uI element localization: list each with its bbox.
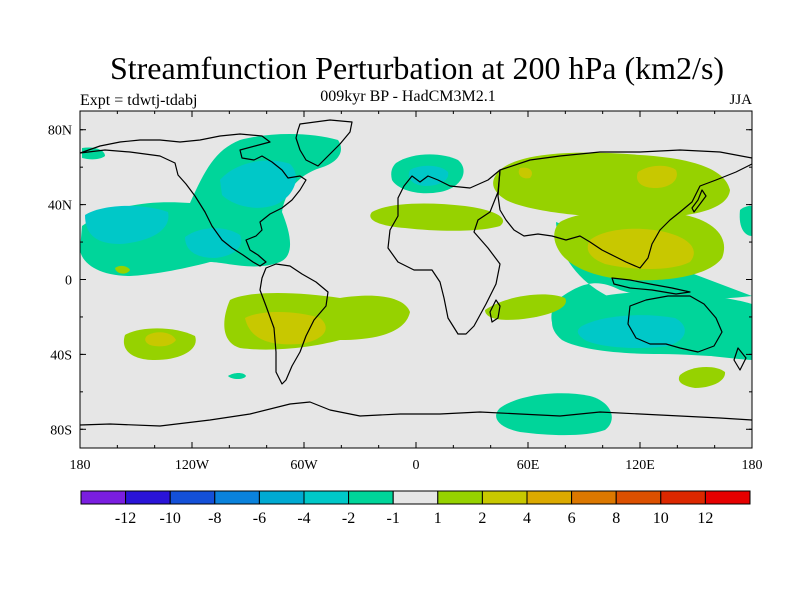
colorbar-swatch <box>481 490 528 505</box>
colorbar-swatch <box>704 490 751 505</box>
colorbar-label: 1 <box>434 510 442 527</box>
japan-coastline <box>691 189 707 213</box>
colorbar-label: 12 <box>697 510 713 527</box>
contour-region <box>185 228 242 258</box>
colorbar-label: -12 <box>115 510 136 527</box>
y-tick-label: 80N <box>48 124 72 139</box>
y-tick-label: 40S <box>50 348 72 363</box>
contour-region <box>485 294 566 320</box>
contour-region <box>496 393 612 436</box>
contour-region <box>739 205 752 236</box>
contour-region <box>636 165 677 188</box>
contour-region <box>228 373 246 379</box>
colorbar-swatch <box>125 490 171 505</box>
colorbar-swatch <box>303 490 350 505</box>
colorbar-swatch <box>526 490 573 505</box>
map-title: Streamfunction Perturbation at 200 hPa (… <box>109 50 725 86</box>
x-tick-label: 120E <box>625 458 655 473</box>
colorbar-swatch <box>348 490 394 505</box>
map-panel <box>79 110 753 449</box>
colorbar-label: 2 <box>478 510 486 527</box>
x-tick-label: 120W <box>175 458 210 473</box>
season-label: JJA <box>729 92 752 108</box>
colorbar-label: 8 <box>612 510 620 527</box>
contour-region <box>370 203 504 231</box>
antarctica-coastline <box>80 401 752 427</box>
x-tick-label: 180 <box>742 458 763 473</box>
contour-region <box>115 265 130 274</box>
contour-region <box>587 228 694 269</box>
australia-coastline <box>627 295 723 353</box>
y-tick-label: 40N <box>48 199 72 214</box>
coastlines <box>80 119 752 427</box>
x-tick-label: 180 <box>70 458 91 473</box>
colorbar-label: -4 <box>297 510 310 527</box>
contour-region <box>577 315 685 348</box>
new-zealand-coastline <box>733 347 747 371</box>
experiment-label: Expt = tdwtj-tdabj <box>80 92 198 109</box>
contour-region <box>220 160 296 208</box>
colorbar: -12 -10 -8 -6 -4 -2 -1 1 2 4 6 8 10 12 <box>80 490 751 527</box>
colorbar-label: -8 <box>208 510 221 527</box>
colorbar-swatch <box>214 490 260 505</box>
colorbar-label: -6 <box>253 510 266 527</box>
colorbar-label: -1 <box>387 510 400 527</box>
x-tick-label: 0 <box>413 458 420 473</box>
x-axis: 180 120W 60W 0 60E 120E 180 <box>70 111 763 473</box>
x-tick-label: 60E <box>517 458 540 473</box>
colorbar-label: -2 <box>342 510 355 527</box>
colorbar-swatch <box>80 490 127 505</box>
europe-africa-coastline <box>387 169 501 335</box>
colorbar-label: -10 <box>160 510 181 527</box>
contour-region <box>145 332 176 347</box>
contour-region <box>518 167 532 179</box>
contour-region <box>85 205 169 244</box>
colorbar-swatch <box>258 490 305 505</box>
south-america-coastline <box>259 263 329 385</box>
y-axis: 80N 40N 0 40S 80S <box>48 124 752 438</box>
x-tick-label: 60W <box>290 458 318 473</box>
colorbar-label: 4 <box>523 510 531 527</box>
colorbar-swatch <box>169 490 216 505</box>
contour-region <box>678 366 726 388</box>
colorbar-label: 6 <box>568 510 576 527</box>
indonesia-coastline <box>611 277 691 295</box>
colorbar-swatch <box>660 490 706 505</box>
model-label: 009kyr BP - HadCM3M2.1 <box>320 88 496 105</box>
colorbar-swatch <box>437 490 483 505</box>
y-tick-label: 0 <box>65 274 72 289</box>
greenland-coastline <box>295 119 353 167</box>
colorbar-label: 10 <box>653 510 669 527</box>
y-tick-label: 80S <box>50 423 72 438</box>
colorbar-swatch <box>571 490 617 505</box>
asia-coastline <box>497 149 752 269</box>
colorbar-swatch <box>392 490 439 505</box>
colorbar-swatch <box>615 490 662 505</box>
madagascar-coastline <box>489 299 501 323</box>
north-america-coastline <box>80 133 307 267</box>
